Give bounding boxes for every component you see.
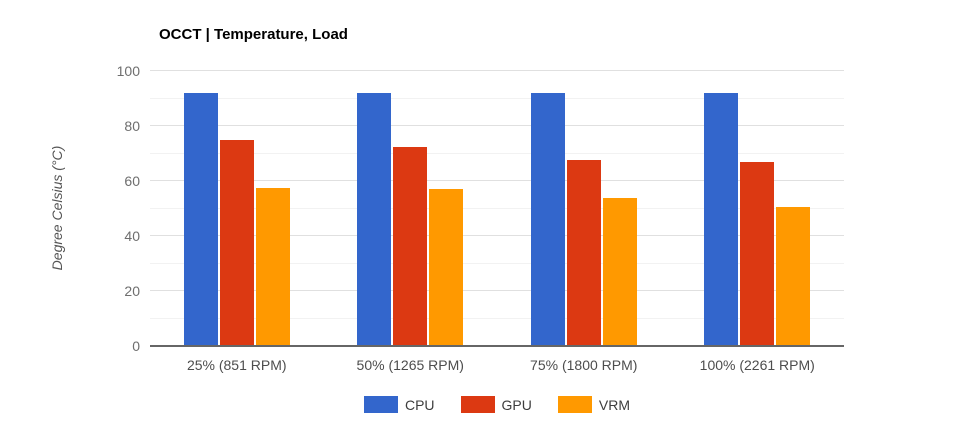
x-tick-label-4: 100% (2261 RPM) — [699, 357, 815, 373]
legend-item-vrm: VRM — [557, 396, 631, 413]
legend-swatch-vrm — [557, 396, 592, 413]
bar-gpu-group1[interactable] — [219, 139, 254, 346]
gridline-40 — [150, 235, 844, 236]
bar-vrm-group2[interactable] — [429, 189, 464, 346]
bar-cpu-group3[interactable] — [530, 93, 565, 346]
bar-group-3 — [497, 71, 671, 346]
legend-label-gpu: GPU — [501, 396, 532, 413]
gridline-30 — [150, 262, 844, 264]
plot-area — [150, 70, 844, 347]
bar-vrm-group4[interactable] — [776, 207, 811, 346]
x-tick-label-3: 75% (1800 RPM) — [530, 357, 638, 373]
gridline-20 — [150, 290, 844, 291]
bar-gpu-group2[interactable] — [393, 146, 428, 346]
chart-title: OCCT | Temperature, Load — [159, 26, 348, 43]
y-tick-label-40: 40 — [124, 228, 140, 244]
y-tick-label-80: 80 — [124, 118, 140, 134]
bar-gpu-group4[interactable] — [740, 161, 775, 346]
bar-cpu-group2[interactable] — [357, 93, 392, 346]
legend-swatch-cpu — [363, 396, 398, 413]
legend-label-vrm: VRM — [598, 396, 631, 413]
legend: CPU GPU VRM — [150, 396, 844, 413]
gridline-10 — [150, 317, 844, 319]
gridline-90 — [150, 97, 844, 99]
x-tick-label-1: 25% (851 RPM) — [186, 357, 287, 373]
gridline-50 — [150, 207, 844, 209]
x-tick-label-2: 50% (1265 RPM) — [356, 357, 464, 373]
bar-vrm-group1[interactable] — [255, 187, 290, 346]
y-tick-label-0: 0 — [132, 338, 140, 354]
bar-vrm-group3[interactable] — [602, 197, 637, 346]
gridline-80 — [150, 125, 844, 126]
gridline-100 — [150, 70, 844, 71]
y-tick-label-60: 60 — [124, 173, 140, 189]
legend-label-cpu: CPU — [404, 396, 435, 413]
legend-item-gpu: GPU — [460, 396, 532, 413]
gridline-70 — [150, 152, 844, 154]
bar-group-4 — [671, 71, 845, 346]
x-axis-line — [150, 345, 844, 347]
gridline-60 — [150, 180, 844, 181]
y-axis-title: Degree Celsius (°C) — [49, 145, 65, 271]
bars-layer — [150, 71, 844, 346]
y-tick-label-20: 20 — [124, 283, 140, 299]
bar-cpu-group1[interactable] — [183, 93, 218, 346]
bar-group-2 — [324, 71, 498, 346]
x-axis-tick-labels: 25% (851 RPM) 50% (1265 RPM) 75% (1800 RPM… — [150, 357, 844, 373]
bar-group-1 — [150, 71, 324, 346]
y-tick-label-100: 100 — [116, 63, 140, 79]
legend-swatch-gpu — [460, 396, 495, 413]
bar-gpu-group3[interactable] — [566, 160, 601, 346]
legend-item-cpu: CPU — [363, 396, 435, 413]
bar-cpu-group4[interactable] — [704, 93, 739, 346]
